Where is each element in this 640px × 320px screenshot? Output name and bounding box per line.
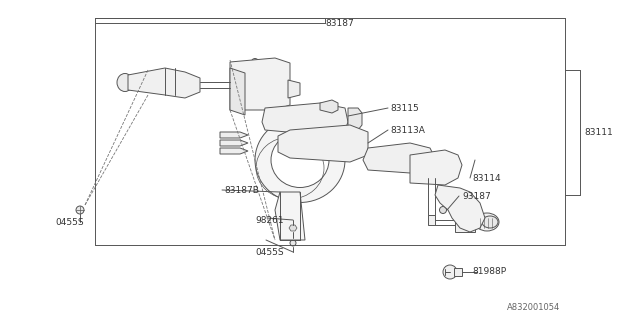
Text: 83114: 83114 xyxy=(472,173,500,182)
Circle shape xyxy=(292,130,298,136)
Ellipse shape xyxy=(482,216,498,228)
Polygon shape xyxy=(455,215,475,232)
Circle shape xyxy=(443,265,457,279)
Ellipse shape xyxy=(117,74,133,92)
Polygon shape xyxy=(320,100,338,113)
Text: 81988P: 81988P xyxy=(472,268,506,276)
Polygon shape xyxy=(410,150,462,185)
Circle shape xyxy=(252,59,259,66)
Bar xyxy=(255,88,277,102)
Polygon shape xyxy=(278,125,368,162)
Polygon shape xyxy=(220,132,248,138)
Text: 83115: 83115 xyxy=(390,103,419,113)
Circle shape xyxy=(76,206,84,214)
Text: 83113A: 83113A xyxy=(390,125,425,134)
Text: 0455S: 0455S xyxy=(255,247,284,257)
Polygon shape xyxy=(363,143,435,173)
Circle shape xyxy=(440,206,447,213)
Bar xyxy=(255,72,277,86)
Polygon shape xyxy=(348,108,362,130)
Polygon shape xyxy=(288,80,300,98)
Polygon shape xyxy=(128,68,200,98)
Polygon shape xyxy=(220,148,248,154)
Polygon shape xyxy=(230,68,245,115)
Polygon shape xyxy=(435,185,485,232)
Circle shape xyxy=(289,225,296,231)
Polygon shape xyxy=(428,215,435,225)
Polygon shape xyxy=(220,140,248,146)
Text: 83187B: 83187B xyxy=(224,186,259,195)
Text: A832001054: A832001054 xyxy=(507,303,560,313)
Text: 93187: 93187 xyxy=(462,191,491,201)
Ellipse shape xyxy=(271,132,329,188)
Text: 83187: 83187 xyxy=(325,19,354,28)
Polygon shape xyxy=(262,103,348,135)
Text: 98261: 98261 xyxy=(255,215,284,225)
Polygon shape xyxy=(275,192,305,240)
Polygon shape xyxy=(289,225,297,231)
Ellipse shape xyxy=(475,213,499,231)
Text: 83111: 83111 xyxy=(584,127,612,137)
Circle shape xyxy=(357,132,363,138)
Bar xyxy=(454,268,462,276)
Circle shape xyxy=(290,240,296,246)
Polygon shape xyxy=(230,58,290,110)
Ellipse shape xyxy=(255,117,345,203)
Text: 0455S: 0455S xyxy=(55,218,84,227)
